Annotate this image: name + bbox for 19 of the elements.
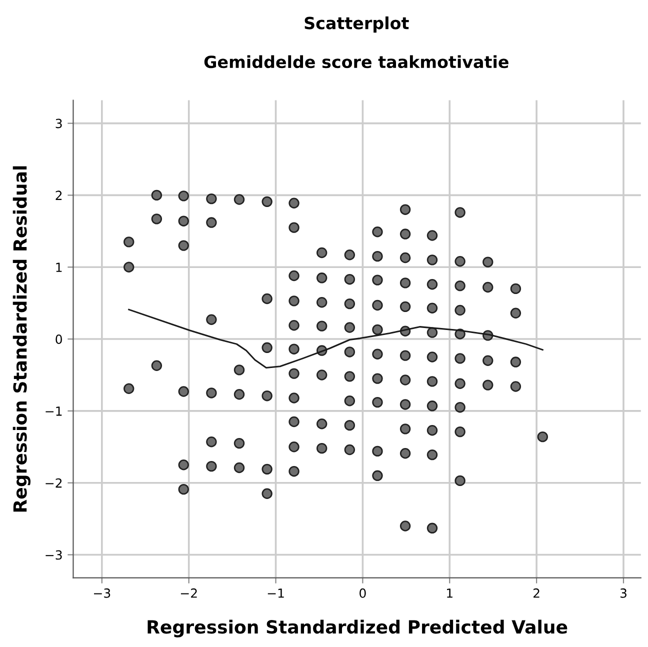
y-tick-label: −3 (46, 550, 62, 560)
x-tick-label: −2 (180, 588, 197, 598)
y-axis-title: Regression Standardized Residual (12, 166, 30, 512)
x-tick-label: −1 (268, 588, 284, 598)
x-tick-label: 0 (360, 588, 366, 598)
y-tick-label: 0 (56, 334, 62, 344)
x-tick-label: −3 (94, 588, 110, 598)
chart-subtitle: Gemiddelde score taakmotivatie (204, 55, 508, 68)
x-axis-title: Regression Standardized Predicted Value (148, 620, 568, 638)
y-tick-label: 2 (56, 190, 62, 200)
y-tick-label: 3 (56, 118, 62, 128)
x-tick-label: 3 (620, 588, 626, 598)
y-tick-label: 1 (56, 262, 62, 272)
chart-title: Scatterplot (304, 16, 409, 33)
x-tick-label: 2 (533, 588, 540, 598)
y-tick-label: −2 (46, 478, 62, 488)
x-tick-label: 1 (447, 588, 452, 598)
y-tick-label: −1 (46, 406, 62, 416)
line-series (128, 308, 544, 369)
